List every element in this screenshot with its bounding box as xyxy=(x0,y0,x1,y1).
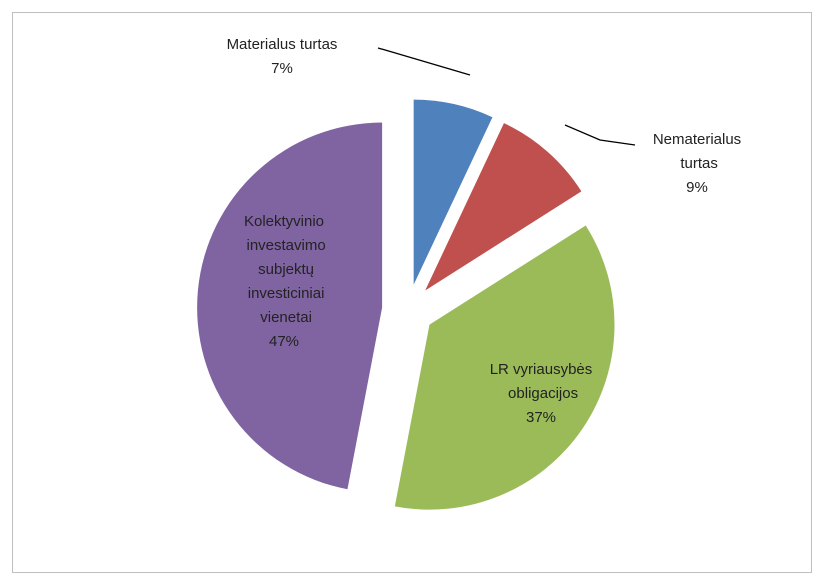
slice-label: Materialus turtas xyxy=(227,36,338,53)
slice-value-label: 37% xyxy=(526,409,556,426)
pie-slice xyxy=(425,123,582,291)
slice-value-label: 47% xyxy=(269,333,299,350)
slice-label: Nematerialus turtas xyxy=(653,131,741,172)
pie-slice xyxy=(197,122,383,490)
leader-line xyxy=(377,47,471,76)
slice-value-label: 9% xyxy=(686,179,708,196)
slice-value-label: 7% xyxy=(271,60,293,77)
slice-label: LR vyriausybės obligacijos xyxy=(490,361,593,402)
slice-label: Kolektyvinio investavimo subjektų invest… xyxy=(242,213,325,326)
pie-slice xyxy=(394,225,615,510)
pie-slice xyxy=(413,99,493,285)
leader-line xyxy=(564,124,636,146)
